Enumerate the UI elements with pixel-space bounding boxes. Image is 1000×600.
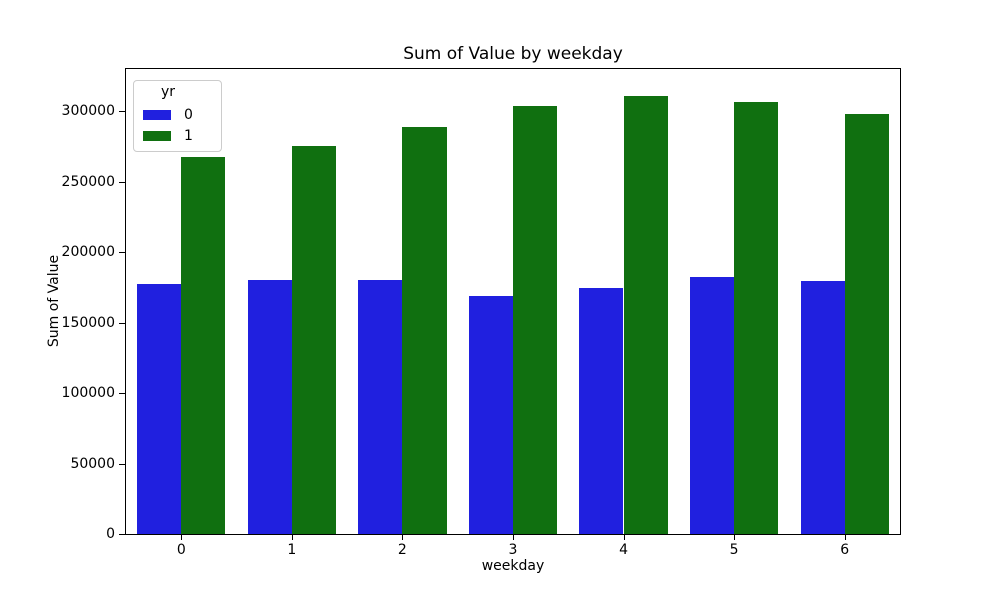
bar-yr0-weekday2 — [358, 279, 403, 534]
y-tick-mark — [119, 322, 125, 324]
y-tick-mark — [119, 181, 125, 183]
legend-entry-label: 1 — [184, 127, 193, 144]
y-tick-mark — [119, 534, 125, 535]
legend-entry-yr0: 0 — [139, 104, 216, 125]
y-tick-label: 200000 — [61, 244, 115, 261]
x-tick-label: 2 — [397, 542, 407, 558]
bar-yr0-weekday5 — [689, 276, 735, 534]
x-tick-label: 6 — [840, 542, 850, 558]
plot-area: 0 50000 100000 150000 200000 250000 300000 0 1 2 3… — [62, 68, 901, 558]
x-tick-mark — [402, 534, 404, 540]
x-axis-label: weekday — [481, 558, 545, 574]
x-tick-mark — [291, 534, 293, 540]
bar-yr0-weekday3 — [468, 295, 513, 534]
y-tick-label: 300000 — [61, 103, 115, 120]
y-tick-mark — [119, 393, 125, 395]
bar-yr1-weekday5 — [734, 102, 779, 534]
bar-yr1-weekday4 — [623, 96, 668, 534]
y-tick-label: 100000 — [61, 385, 115, 402]
bar-yr0-weekday1 — [247, 279, 292, 534]
legend-entry-yr1: 1 — [139, 125, 216, 146]
x-tick-mark — [181, 534, 183, 540]
bar-yr0-weekday6 — [800, 280, 845, 534]
bar-yr1-weekday6 — [844, 113, 889, 534]
x-tick-mark — [844, 534, 846, 540]
x-tick-label: 1 — [287, 542, 297, 558]
y-axis-label: Sum of Value — [46, 254, 62, 348]
y-tick-mark — [119, 463, 125, 465]
x-tick-label: 0 — [176, 542, 186, 558]
bar-yr1-weekday0 — [181, 156, 226, 534]
bar-yr1-weekday1 — [291, 145, 337, 534]
y-tick-label: 0 — [106, 526, 115, 542]
x-tick-mark — [623, 534, 625, 540]
legend-title: yr — [161, 84, 176, 100]
y-tick-mark — [119, 111, 125, 113]
y-tick-label: 50000 — [70, 455, 115, 472]
bar-yr0-weekday0 — [137, 283, 182, 534]
y-tick-label: 150000 — [61, 314, 115, 331]
x-tick-label: 5 — [729, 542, 739, 558]
bar-yr1-weekday3 — [513, 105, 558, 534]
x-tick-label: 3 — [508, 542, 518, 558]
bar-yr1-weekday2 — [402, 126, 447, 534]
legend-swatch — [143, 109, 171, 120]
x-tick-mark — [734, 534, 736, 540]
chart-title: Sum of Value by weekday — [403, 44, 623, 64]
y-tick-label: 250000 — [61, 173, 115, 190]
y-tick-mark — [119, 252, 125, 254]
x-tick-label: 4 — [619, 542, 629, 558]
legend-swatch — [143, 130, 171, 141]
x-tick-mark — [513, 534, 514, 540]
legend-entry-label: 0 — [184, 106, 193, 123]
bar-yr0-weekday4 — [579, 287, 624, 534]
